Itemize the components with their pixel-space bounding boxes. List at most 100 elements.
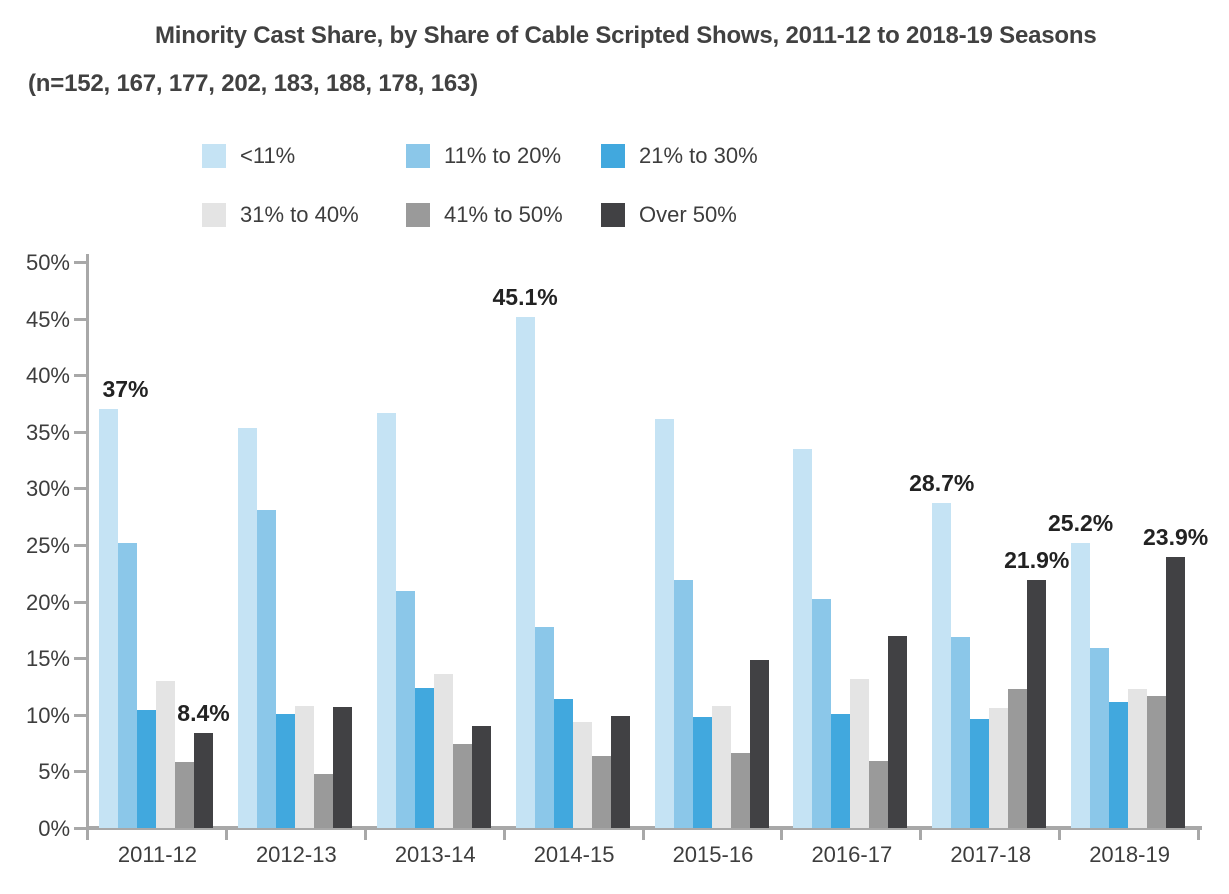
legend-item: 31% to 40% <box>202 202 359 227</box>
x-axis-tick <box>919 830 923 840</box>
legend-item: <11% <box>202 143 296 168</box>
y-axis-tick <box>74 317 87 321</box>
bar-41% to 50%-2015-16 <box>730 753 750 828</box>
bar-11% to 20%-2015-16 <box>673 580 693 828</box>
x-axis-category-label: 2015-16 <box>672 842 754 867</box>
bar-value-label: 23.9% <box>1143 524 1209 551</box>
bar-21% to 30%-2017-18 <box>970 719 990 828</box>
bar-21% to 30%-2014-15 <box>553 698 573 828</box>
y-axis-tick <box>74 713 87 717</box>
x-axis-category-label: 2011-12 <box>117 842 197 867</box>
bar-41% to 50%-2013-14 <box>452 744 472 828</box>
y-axis-tick-label: 5% <box>38 759 70 785</box>
x-axis-tick <box>780 830 784 840</box>
y-axis-tick <box>74 600 87 604</box>
y-axis-tick-label: 25% <box>25 533 70 558</box>
y-axis-tick-label: 50% <box>25 250 70 275</box>
bar-11% to 20%-2016-17 <box>812 599 832 828</box>
x-axis-tick <box>1058 830 1062 840</box>
legend-swatch-icon <box>601 144 625 168</box>
bar-Over 50%-2015-16 <box>749 660 769 828</box>
bar-11% to 20%-2011-12 <box>118 542 137 828</box>
x-axis-tick <box>363 830 367 840</box>
y-axis-tick <box>74 374 87 378</box>
bar-<11%-2017-18 <box>932 503 952 828</box>
bar-11% to 20%-2017-18 <box>951 636 971 828</box>
legend-item: Over 50% <box>601 202 737 227</box>
y-axis-tick-label: 40% <box>25 363 70 389</box>
x-axis-tick <box>502 830 506 840</box>
x-axis-tick <box>224 830 228 840</box>
y-axis-tick <box>74 657 87 661</box>
chart-legend: <11% 11% to 20% 21% to 30% 31% to 40% 41% to… <box>202 143 1002 234</box>
bar-21% to 30%-2011-12 <box>137 710 156 828</box>
x-axis-tick <box>1197 830 1200 840</box>
bar-<11%-2015-16 <box>654 419 674 828</box>
bar-31% to 40%-2017-18 <box>989 708 1009 828</box>
bar-value-label: 21.9% <box>1004 547 1070 574</box>
y-axis-tick <box>74 770 87 774</box>
bar-Over 50%-2011-12 <box>194 732 213 828</box>
bar-Over 50%-2017-18 <box>1027 580 1047 828</box>
legend-swatch-icon <box>406 203 430 227</box>
bar-Over 50%-2012-13 <box>332 706 352 828</box>
legend-swatch-icon <box>202 144 226 168</box>
y-axis-tick <box>74 544 87 547</box>
bar-<11%-2014-15 <box>515 317 535 828</box>
x-axis-tick <box>86 830 89 840</box>
bar-31% to 40%-2014-15 <box>572 721 592 828</box>
bar-Over 50%-2013-14 <box>471 726 491 828</box>
y-axis-tick <box>74 430 87 434</box>
legend-item-label: 31% to 40% <box>240 202 359 227</box>
bar-31% to 40%-2012-13 <box>294 705 314 828</box>
bar-value-label: 37% <box>102 376 149 403</box>
legend-item-label: 11% to 20% <box>444 143 562 168</box>
legend-item-label: Over 50% <box>639 202 737 227</box>
bar-<11%-2011-12 <box>99 409 118 828</box>
x-axis-category-label: 2016-17 <box>811 842 893 867</box>
bar-41% to 50%-2014-15 <box>591 755 611 828</box>
bar-31% to 40%-2013-14 <box>433 674 453 828</box>
bar-31% to 40%-2018-19 <box>1128 688 1148 828</box>
legend-swatch-icon <box>202 203 226 227</box>
legend-swatch-icon <box>406 144 430 168</box>
bar-31% to 40%-2015-16 <box>711 705 731 828</box>
legend-item-label: 41% to 50% <box>444 202 563 227</box>
bar-11% to 20%-2012-13 <box>256 509 276 828</box>
legend-item-label: <11% <box>240 143 296 168</box>
bar-Over 50%-2014-15 <box>610 715 630 828</box>
x-axis-category-label: 2012-13 <box>255 842 337 867</box>
x-axis-category-label: 2017-18 <box>950 842 1032 867</box>
bar-<11%-2012-13 <box>237 428 257 828</box>
bar-21% to 30%-2013-14 <box>414 687 434 828</box>
bar-value-label: 45.1% <box>492 284 558 311</box>
bar-31% to 40%-2011-12 <box>156 680 175 828</box>
x-axis-category-label: 2018-19 <box>1089 842 1170 867</box>
bar-21% to 30%-2016-17 <box>831 713 851 828</box>
y-axis-tick-label: 10% <box>25 702 70 728</box>
x-axis-line <box>86 826 1202 830</box>
y-axis-tick <box>74 827 87 830</box>
bar-21% to 30%-2018-19 <box>1109 702 1129 828</box>
bar-31% to 40%-2016-17 <box>850 678 870 828</box>
bar-<11%-2013-14 <box>376 412 396 828</box>
y-axis-tick-label: 35% <box>25 419 70 445</box>
chart-title: Minority Cast Share, by Share of Cable S… <box>155 22 1097 49</box>
bar-value-label: 25.2% <box>1048 509 1114 536</box>
legend-item-label: 21% to 30% <box>639 143 758 168</box>
bar-21% to 30%-2015-16 <box>692 717 712 828</box>
bar-41% to 50%-2017-18 <box>1008 688 1028 828</box>
legend-item: 21% to 30% <box>601 143 758 168</box>
bar-41% to 50%-2011-12 <box>175 762 194 828</box>
y-axis-tick-label: 0% <box>38 816 70 841</box>
legend-swatch-icon <box>601 203 625 227</box>
bar-Over 50%-2018-19 <box>1166 557 1186 828</box>
bar-11% to 20%-2014-15 <box>534 626 554 828</box>
bar-<11%-2016-17 <box>793 448 813 828</box>
y-axis-tick-label: 20% <box>25 589 70 615</box>
y-axis-tick-label: 30% <box>25 476 70 502</box>
bar-Over 50%-2016-17 <box>888 635 908 828</box>
legend-item: 11% to 20% <box>406 143 562 168</box>
